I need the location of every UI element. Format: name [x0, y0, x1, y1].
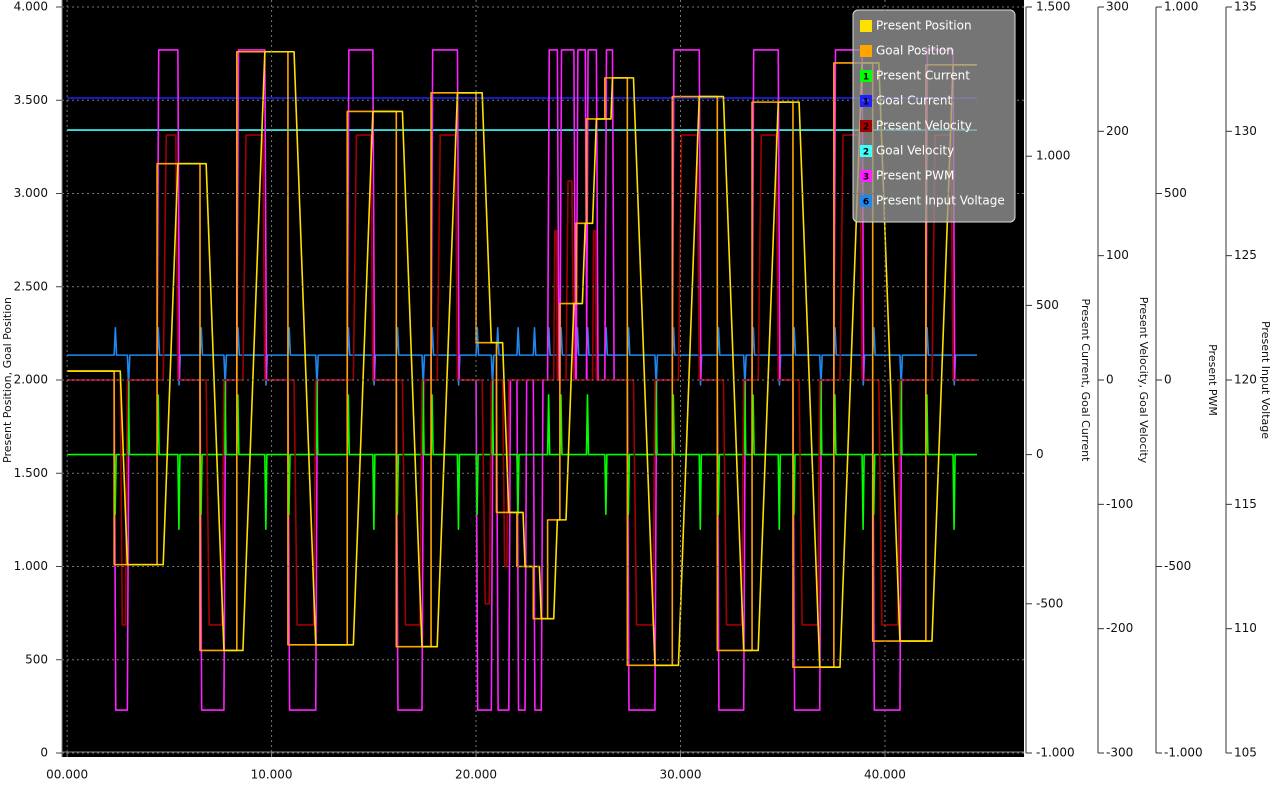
y-tick-label: 3.000	[14, 186, 48, 200]
legend-label: Goal Current	[876, 94, 953, 108]
legend-swatch	[860, 20, 872, 32]
legend-label: Goal Position	[876, 44, 954, 58]
y2-tick-label: 1.500	[1036, 0, 1070, 14]
legend-badge: 1	[863, 98, 869, 108]
y3-tick-label: 100	[1106, 248, 1129, 262]
y3-tick-label: -300	[1106, 746, 1133, 760]
legend-label: Present PWM	[876, 169, 954, 183]
y5-tick-label: 120	[1234, 373, 1257, 387]
series-line	[67, 134, 977, 626]
y3-axis-title: Present Velocity, Goal Velocity	[1137, 297, 1150, 464]
y-tick-label: 2.000	[14, 373, 48, 387]
y4-tick-label: 0	[1164, 373, 1172, 387]
y3-tick-label: -100	[1106, 497, 1133, 511]
y4-tick-label: 500	[1164, 186, 1187, 200]
y4-tick-label: -1.000	[1164, 746, 1203, 760]
y4-tick-label: 1.000	[1164, 0, 1198, 14]
legend-label: Present Position	[876, 19, 972, 33]
legend-label: Present Velocity	[876, 119, 972, 133]
x-tick-label: 10.000	[251, 768, 293, 782]
y-tick-label: 500	[25, 652, 48, 666]
y5-tick-label: 125	[1234, 248, 1257, 262]
x-tick-label: 00.000	[46, 768, 88, 782]
y5-tick-label: 130	[1234, 124, 1257, 138]
series-line	[67, 50, 977, 669]
y5-tick-label: 110	[1234, 621, 1257, 635]
x-tick-label: 40.000	[864, 768, 906, 782]
legend-badge: 2	[863, 123, 869, 133]
y2-axis-title: Present Current, Goal Current	[1079, 299, 1092, 463]
y2-tick-label: 1.000	[1036, 149, 1070, 163]
x-tick-label: 20.000	[455, 768, 497, 782]
legend-swatch	[860, 195, 872, 207]
y2-tick-label: -1.000	[1036, 746, 1075, 760]
legend-swatch	[860, 95, 872, 107]
y3-tick-label: 200	[1106, 124, 1129, 138]
y-tick-label: 3.500	[14, 93, 48, 107]
y3-tick-label: 0	[1106, 373, 1114, 387]
y4-tick-label: -500	[1164, 559, 1191, 573]
legend-swatch	[860, 70, 872, 82]
y5-axis-title: Present Input Voltage	[1259, 321, 1272, 439]
y3-tick-label: 300	[1106, 0, 1129, 14]
legend-label: Present Current	[876, 69, 970, 83]
legend-label: Goal Velocity	[876, 144, 954, 158]
y-tick-label: 0	[40, 746, 48, 760]
y5-tick-label: 135	[1234, 0, 1257, 14]
legend-badge: 6	[863, 198, 869, 208]
legend-badge: 3	[863, 173, 869, 183]
series-line	[67, 50, 977, 669]
y-tick-label: 1.500	[14, 466, 48, 480]
legend-label: Present Input Voltage	[876, 194, 1005, 208]
y-tick-label: 4.000	[14, 0, 48, 14]
y5-tick-label: 115	[1234, 497, 1257, 511]
legend-swatch	[860, 120, 872, 132]
legend-swatch	[860, 170, 872, 182]
y4-axis-title: Present PWM	[1206, 344, 1219, 416]
legend-swatch	[860, 45, 872, 57]
y5-tick-label: 105	[1234, 746, 1257, 760]
legend-box	[852, 9, 1016, 223]
legend-swatch	[860, 145, 872, 157]
y-tick-label: 2.500	[14, 279, 48, 293]
y-tick-label: 1.000	[14, 559, 48, 573]
y3-tick-label: -200	[1106, 621, 1133, 635]
x-tick-label: 30.000	[660, 768, 702, 782]
y2-tick-label: 0	[1036, 447, 1044, 461]
y-axis-title: Present Position, Goal Position	[1, 297, 14, 463]
legend: Present Position Goal Position 1 Present Cu…	[852, 9, 1016, 223]
y2-tick-label: 500	[1036, 298, 1059, 312]
legend-badge: 1	[863, 73, 869, 83]
legend-badge: 2	[863, 148, 869, 158]
y2-tick-label: -500	[1036, 596, 1063, 610]
